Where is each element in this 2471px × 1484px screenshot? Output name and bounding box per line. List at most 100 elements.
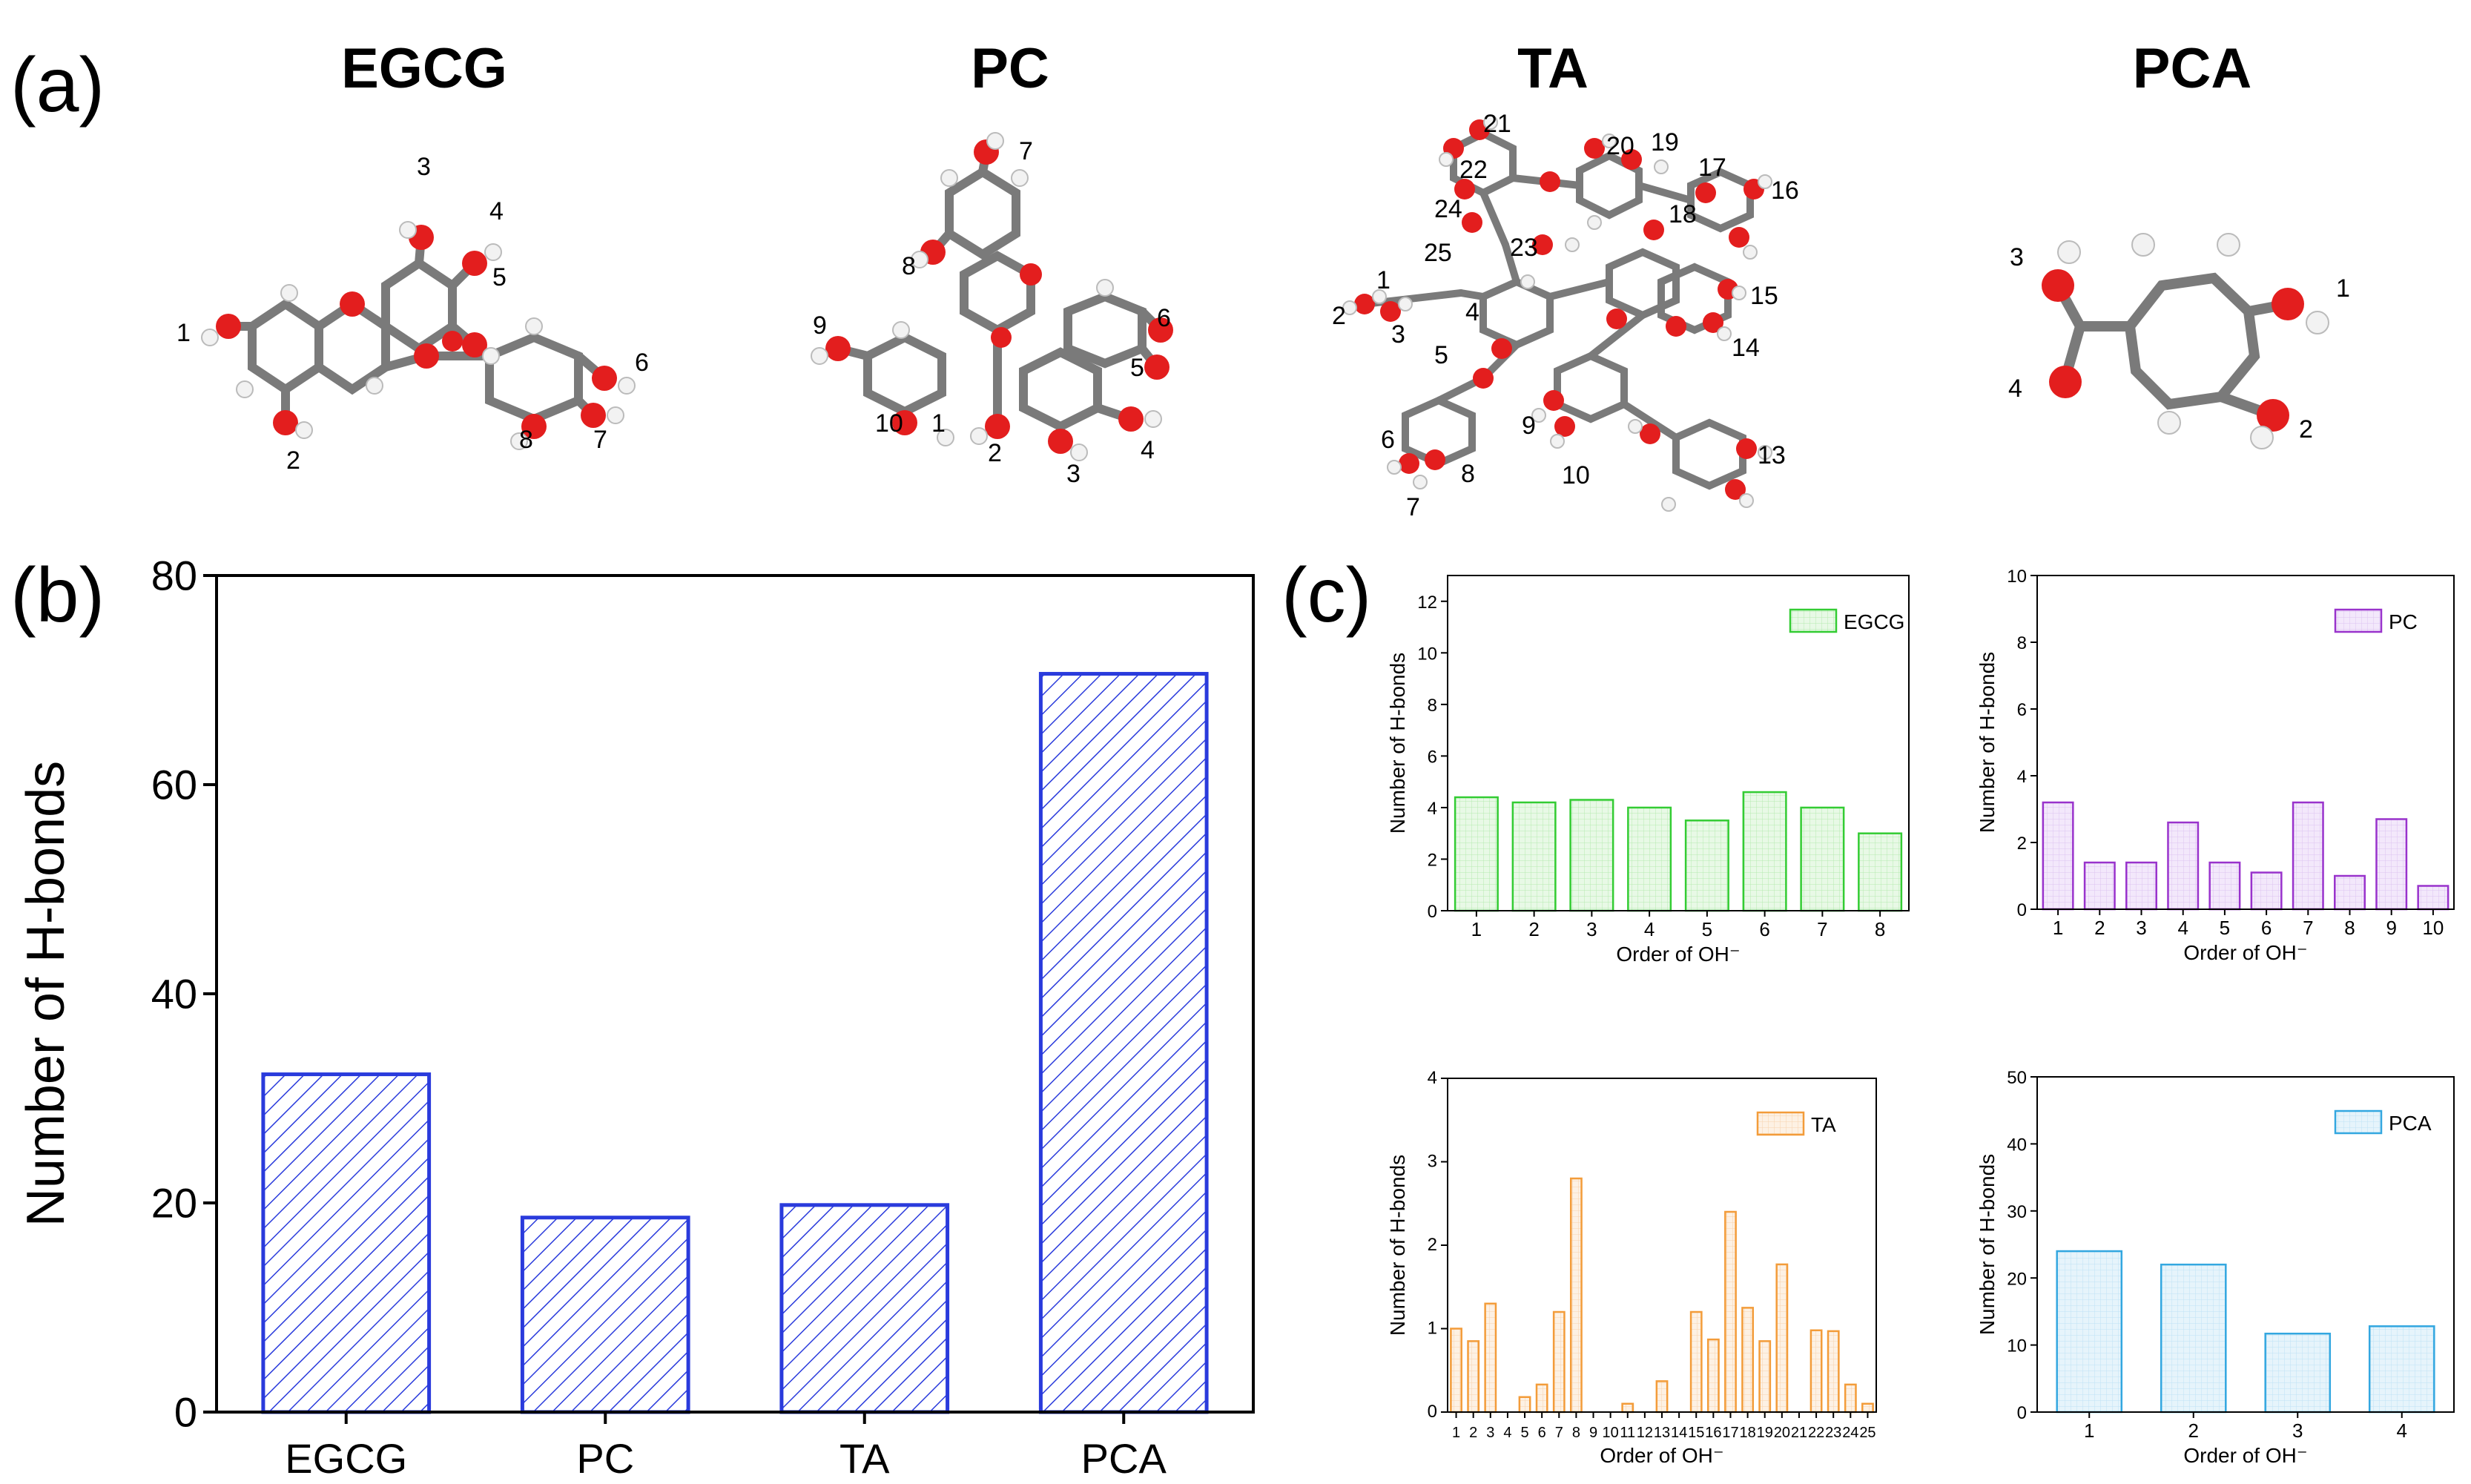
ta-oh-label: 7: [1406, 493, 1420, 521]
bar-1: [2042, 801, 2074, 911]
x-tick-label: 21: [1791, 1425, 1807, 1441]
y-tick-label: 8: [1428, 696, 1437, 716]
panel-b-label: (b): [10, 553, 105, 639]
pc-oh-label: 7: [1019, 137, 1033, 165]
legend-swatch: [1756, 1111, 1805, 1136]
y-tick-label: 40: [151, 971, 197, 1018]
x-tick-label: 4: [2397, 1419, 2407, 1442]
pc-oh-label: 3: [1066, 460, 1081, 488]
bar-11: [1621, 1402, 1634, 1414]
y-tick-label: 8: [2017, 633, 2027, 653]
bar-2: [1511, 801, 1557, 912]
x-tick-label: 10: [2422, 917, 2444, 939]
y-tick-label: 40: [2007, 1135, 2027, 1155]
bar-20: [1775, 1263, 1789, 1414]
egcg-oh-label: 7: [593, 426, 607, 454]
y-tick-label: 2: [1428, 851, 1437, 871]
x-tick-label: TA: [839, 1435, 890, 1482]
egcg-oh-label: 1: [176, 319, 191, 347]
pca-oh-label: 4: [2008, 375, 2022, 403]
y-tick-label: 10: [2007, 567, 2027, 587]
y-tick-label: 4: [2017, 767, 2027, 787]
plot-frame: [2036, 575, 2455, 910]
chart-b: 0 20 40 60 80 EGCG PC TA PCA Number of H-bonds: [16, 553, 1255, 1482]
ta-oh-label: 15: [1750, 282, 1778, 310]
ta-oh-label: 6: [1381, 426, 1395, 454]
bar-3: [2125, 861, 2157, 911]
x-tick-label: 4: [2177, 917, 2188, 939]
ta-oh-label: 21: [1483, 110, 1511, 138]
legend-label: PCA: [2389, 1112, 2432, 1135]
bar-7: [2292, 801, 2324, 911]
x-tick-label: 25: [1859, 1425, 1875, 1441]
x-tick-label: 18: [1739, 1425, 1755, 1441]
plot-frame: [2036, 1076, 2455, 1413]
ta-oh-label: 13: [1758, 441, 1786, 469]
y-axis-label: Number of H-bonds: [1976, 1154, 1999, 1335]
bar-8: [2334, 874, 2366, 911]
ta-oh-label: 19: [1651, 128, 1679, 156]
x-tick-label: 2: [2188, 1419, 2199, 1442]
x-tick-label: 5: [1702, 918, 1712, 940]
egcg-oh-label: 2: [286, 446, 300, 475]
x-tick-label: 14: [1671, 1425, 1687, 1441]
bar-5: [1684, 820, 1729, 912]
molecule-title-pc: PC: [971, 37, 1049, 100]
bar-4: [1627, 806, 1672, 912]
bar-1: [1450, 1328, 1462, 1414]
bar-15: [1689, 1310, 1703, 1414]
bar-3: [1484, 1302, 1497, 1414]
y-tick-label: 10: [1417, 644, 1437, 664]
bar-PCA: [1038, 672, 1209, 1414]
y-tick-label: 6: [1428, 747, 1437, 767]
y-tick-label: 0: [1428, 902, 1437, 922]
ta-oh-label: 4: [1465, 298, 1479, 326]
bar-PC: [520, 1216, 690, 1414]
bar-7: [1552, 1310, 1566, 1414]
x-tick-label: EGCG: [285, 1435, 407, 1482]
egcg-oh-label: 5: [492, 263, 507, 291]
bar-4: [2368, 1325, 2435, 1414]
bar-13: [1655, 1380, 1669, 1414]
panel-a: (a) EGCG PC TA PCA: [10, 37, 2350, 521]
y-tick-label: 6: [2017, 700, 2027, 720]
x-tick-label: 9: [2386, 917, 2396, 939]
x-tick-label: 23: [1825, 1425, 1841, 1441]
molecule-title-pca: PCA: [2133, 37, 2251, 100]
legend-label: EGCG: [1844, 610, 1904, 633]
x-tick-label: 8: [1875, 918, 1885, 940]
egcg-oh-label: 6: [635, 349, 649, 377]
ta-oh-label: 8: [1461, 460, 1475, 488]
ta-oh-label: 16: [1771, 177, 1799, 205]
x-tick-label: 20: [1774, 1425, 1790, 1441]
x-tick-label: 13: [1654, 1425, 1670, 1441]
y-tick-label: 2: [1428, 1235, 1437, 1255]
bar-9: [2375, 818, 2408, 911]
ta-oh-label: 1: [1376, 266, 1390, 294]
molecule-pca-model: [2042, 233, 2329, 449]
x-tick-label: 8: [1572, 1425, 1580, 1441]
legend-label: PC: [2389, 610, 2418, 633]
x-tick-label: 1: [1471, 918, 1482, 940]
x-tick-label: 4: [1644, 918, 1655, 940]
molecule-ta-model: [1342, 115, 1772, 512]
egcg-oh-label: 4: [489, 197, 504, 225]
legend-swatch: [1789, 608, 1838, 633]
x-tick-label: 17: [1722, 1425, 1738, 1441]
pca-oh-label: 3: [2010, 243, 2024, 271]
bar-25: [1861, 1402, 1874, 1414]
y-axis-label: Number of H-bonds: [1386, 653, 1409, 834]
ta-oh-label: 2: [1332, 302, 1346, 330]
x-tick-label: 8: [2344, 917, 2355, 939]
x-tick-label: 6: [1759, 918, 1769, 940]
x-tick-label: 3: [2136, 917, 2146, 939]
ta-oh-label: 18: [1669, 200, 1697, 228]
bar-EGCG: [261, 1072, 432, 1414]
legend-swatch: [2334, 1109, 2383, 1135]
molecule-pc-oh-labels: 1 2 3 4 5 6 7 8 9 10: [813, 137, 1171, 488]
ta-oh-label: 24: [1434, 195, 1462, 223]
bar-5: [2208, 861, 2241, 911]
